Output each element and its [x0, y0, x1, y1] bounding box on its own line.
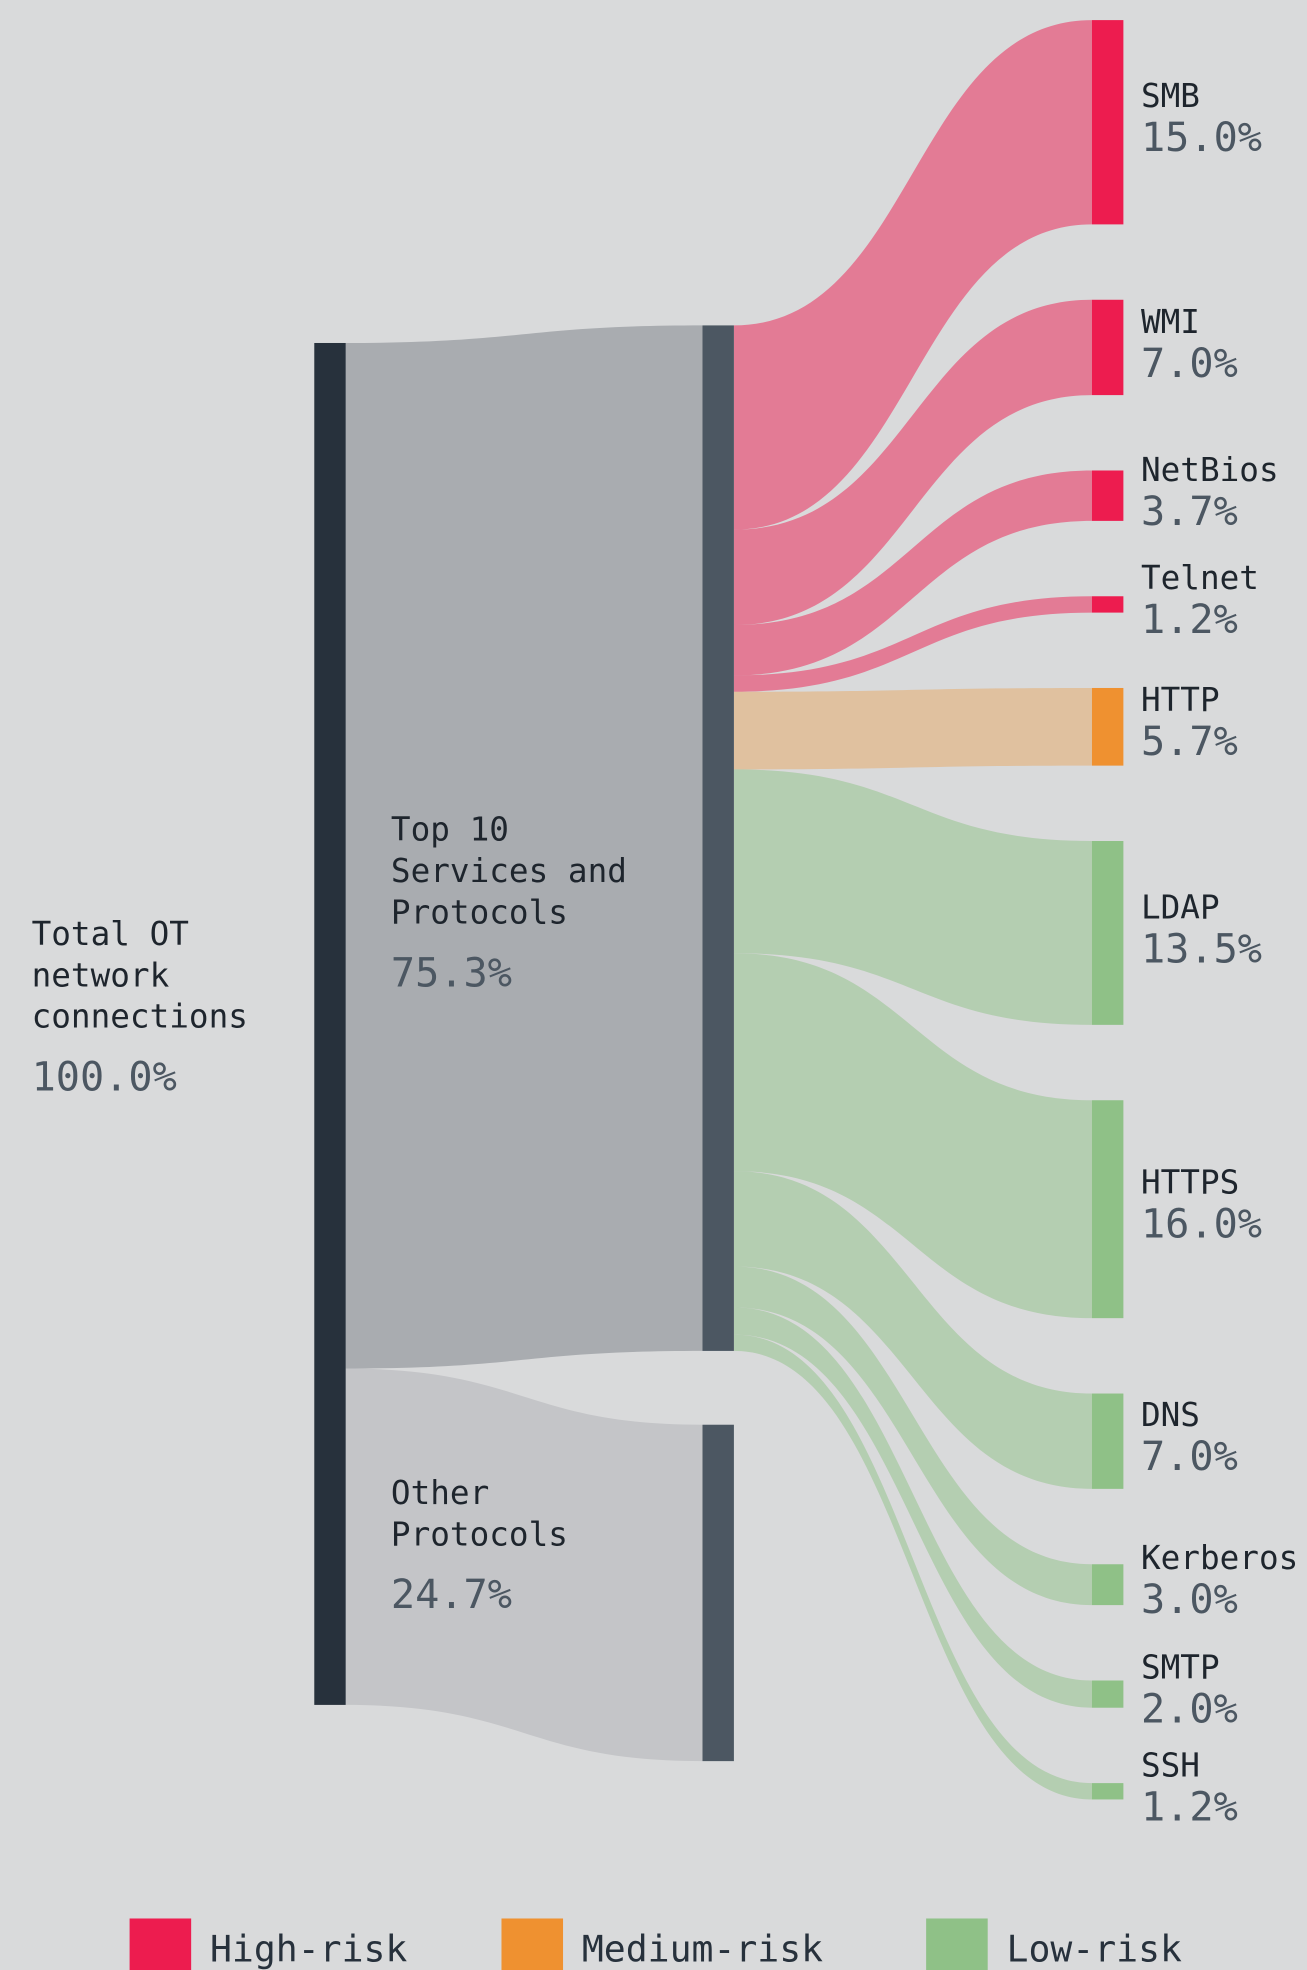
- protocol-label-box: SMB 15.0%: [1141, 78, 1307, 158]
- protocol-label-box: WMI 7.0%: [1141, 303, 1307, 383]
- protocol-label-box: SSH 1.2%: [1141, 1747, 1307, 1827]
- protocol-label-box: HTTP 5.7%: [1141, 683, 1307, 763]
- legend-label: Medium-risk: [582, 1928, 823, 1970]
- protocol-bar: [1091, 470, 1124, 521]
- protocol-value: 7.0%: [1140, 338, 1238, 387]
- protocol-bar: [1091, 1680, 1124, 1708]
- protocol-value: 1.2%: [1140, 1782, 1238, 1831]
- protocol-label-box: LDAP 13.5%: [1141, 889, 1307, 969]
- root-name: Total OT network connections: [31, 915, 248, 1037]
- protocol-value: 3.0%: [1140, 1575, 1238, 1624]
- protocol-flow: [733, 1171, 1092, 1489]
- protocol-value: 1.2%: [1140, 595, 1238, 644]
- protocol-bar: [1091, 1393, 1124, 1489]
- root-value: 100.0%: [31, 1052, 177, 1101]
- protocol-name: HTTPS: [1140, 1165, 1240, 1203]
- protocol-value: 7.0%: [1140, 1432, 1238, 1481]
- protocol-name: DNS: [1140, 1397, 1200, 1435]
- protocol-value: 5.7%: [1140, 718, 1238, 766]
- root-label-box: Total OT network connections 100.0%: [31, 915, 315, 1101]
- protocol-bar: [1091, 299, 1124, 396]
- protocol-flow: [733, 769, 1092, 1025]
- protocol-name: SMTP: [1140, 1650, 1220, 1688]
- protocol-flow: [733, 470, 1092, 676]
- root-bar: [314, 342, 346, 1705]
- protocol-flow: [733, 1266, 1092, 1606]
- protocol-bar: [1091, 20, 1124, 225]
- group-label: Other Protocols 24.7%: [391, 1474, 693, 1617]
- protocol-name: LDAP: [1140, 888, 1220, 927]
- group-name: Top 10 Services and Protocols: [390, 811, 627, 933]
- group-label: Top 10 Services and Protocols 75.3%: [391, 810, 693, 995]
- protocol-flow: [733, 687, 1092, 770]
- group-value: 75.3%: [390, 948, 512, 997]
- root-label: Total OT network connections 100.0%: [31, 915, 315, 1101]
- legend-swatch: [129, 1918, 192, 1970]
- group-flow: [345, 1368, 703, 1762]
- group-label-box: Top 10 Services and Protocols 75.3%: [391, 810, 693, 995]
- protocol-label-box: DNS 7.0%: [1141, 1397, 1307, 1477]
- protocol-bar: [1091, 840, 1124, 1025]
- protocol-flow: [733, 1307, 1092, 1708]
- protocol-flow: [733, 20, 1092, 530]
- protocol-label-box: Telnet 1.2%: [1141, 560, 1307, 640]
- protocol-value: 15.0%: [1140, 113, 1262, 162]
- legend-label: High-risk: [210, 1928, 407, 1970]
- group-bar: [702, 325, 734, 1351]
- protocol-name: Kerberos: [1140, 1540, 1299, 1579]
- protocol-value: 3.7%: [1140, 486, 1238, 535]
- group-value: 24.7%: [390, 1570, 512, 1619]
- protocol-bar: [1091, 1564, 1124, 1606]
- protocol-label-box: NetBios 3.7%: [1141, 452, 1307, 532]
- protocol-label-box: Kerberos 3.0%: [1141, 1541, 1307, 1621]
- group-name: Other Protocols: [390, 1474, 568, 1555]
- protocol-value: 16.0%: [1140, 1200, 1262, 1249]
- group-label-box: Other Protocols 24.7%: [391, 1474, 693, 1617]
- legend-swatch: [501, 1918, 564, 1970]
- protocol-bar: [1091, 1100, 1124, 1319]
- protocol-label-box: SMTP 2.0%: [1141, 1650, 1307, 1730]
- protocol-name: Telnet: [1140, 560, 1259, 599]
- protocol-value: 2.0%: [1140, 1685, 1238, 1734]
- protocol-label-box: HTTPS 16.0%: [1141, 1165, 1307, 1245]
- protocol-name: SMB: [1140, 78, 1200, 116]
- protocol-flow: [733, 953, 1092, 1319]
- protocol-bar: [1091, 1783, 1124, 1800]
- protocol-name: HTTP: [1140, 682, 1220, 721]
- protocol-name: SSH: [1140, 1747, 1200, 1785]
- protocol-flow: [733, 299, 1092, 626]
- group-bar: [702, 1424, 734, 1762]
- legend-label: Low-risk: [1007, 1928, 1182, 1970]
- protocol-name: NetBios: [1140, 451, 1279, 490]
- protocol-flow: [733, 596, 1092, 692]
- protocol-flow: [733, 1334, 1092, 1800]
- protocol-bar: [1091, 596, 1124, 613]
- protocol-bar: [1091, 687, 1124, 766]
- protocol-name: WMI: [1140, 303, 1200, 342]
- protocol-value: 13.5%: [1140, 924, 1262, 972]
- group-flow: [345, 325, 703, 1369]
- legend-swatch: [926, 1918, 988, 1970]
